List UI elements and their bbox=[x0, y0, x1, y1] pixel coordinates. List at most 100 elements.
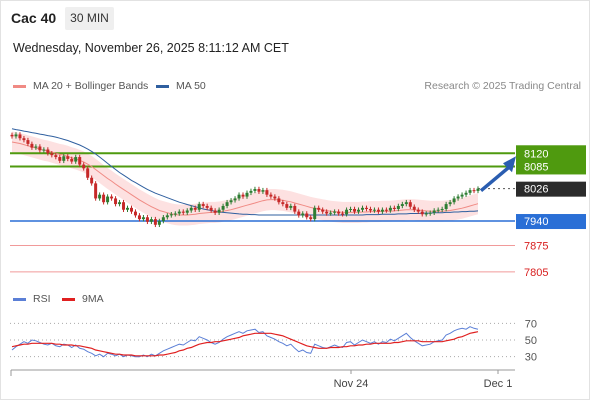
level-label-7875: 7875 bbox=[524, 240, 548, 252]
candle-body bbox=[372, 209, 376, 211]
candle-body bbox=[38, 146, 42, 151]
candle-body bbox=[122, 202, 126, 210]
candle-body bbox=[297, 211, 301, 216]
candle-body bbox=[424, 213, 428, 215]
bollinger-band bbox=[12, 131, 478, 226]
legend-9ma: 9MA bbox=[62, 293, 104, 305]
timeframe-badge[interactable]: 30 MIN bbox=[65, 7, 114, 30]
candle-body bbox=[309, 217, 313, 220]
candle-body bbox=[221, 205, 225, 210]
candle-body bbox=[460, 194, 464, 197]
candle-body bbox=[329, 212, 333, 214]
candle-body bbox=[293, 205, 297, 212]
candle-body bbox=[102, 194, 106, 203]
rsi-9ma-line bbox=[11, 331, 479, 357]
ma20-swatch bbox=[13, 84, 26, 88]
candle-body bbox=[253, 189, 257, 191]
candle-body bbox=[337, 211, 341, 214]
rsi-tick-30: 30 bbox=[525, 352, 537, 364]
legend-ma20: MA 20 + Bollinger Bands bbox=[13, 80, 148, 92]
pivot-box bbox=[516, 214, 586, 230]
candle-body bbox=[241, 194, 245, 197]
level-label-7805: 7805 bbox=[524, 267, 548, 279]
candle-body bbox=[317, 207, 321, 210]
candle-body bbox=[249, 190, 253, 193]
candle-body bbox=[380, 209, 384, 212]
candle-body bbox=[225, 202, 229, 206]
candle-body bbox=[118, 202, 122, 205]
candle-body bbox=[396, 205, 400, 209]
candle-body bbox=[376, 209, 380, 212]
candle-body bbox=[345, 209, 349, 215]
candle-body bbox=[233, 198, 237, 201]
ma20-line bbox=[11, 141, 479, 216]
candle-body bbox=[98, 194, 102, 199]
candle-body bbox=[169, 214, 173, 216]
candle-body bbox=[428, 212, 432, 214]
ma50-line bbox=[11, 128, 479, 216]
candle-body bbox=[325, 211, 329, 214]
candle-body bbox=[289, 205, 293, 208]
candle-body bbox=[392, 207, 396, 209]
candle-body bbox=[18, 134, 22, 139]
candle-body bbox=[237, 194, 241, 199]
legend-ma50: MA 50 bbox=[156, 80, 206, 92]
candle-body bbox=[349, 208, 353, 210]
x-tick-label: Nov 24 bbox=[334, 378, 369, 390]
candle-body bbox=[364, 207, 368, 209]
candle-body bbox=[161, 217, 165, 222]
candle-body bbox=[173, 213, 177, 215]
rsi-label: RSI bbox=[33, 293, 51, 305]
level-label-8026: 8026 bbox=[524, 184, 548, 196]
candle-body bbox=[412, 206, 416, 210]
projection-arrowhead bbox=[503, 156, 516, 173]
resistance-box bbox=[516, 145, 586, 175]
candle-body bbox=[193, 207, 197, 210]
rsi-line bbox=[11, 326, 479, 358]
candle-body bbox=[217, 209, 221, 213]
candle-body bbox=[305, 213, 309, 218]
candle-body bbox=[368, 208, 372, 211]
candle-body bbox=[46, 149, 50, 154]
candle-body bbox=[74, 157, 78, 162]
candle-body bbox=[229, 200, 233, 203]
candle-body bbox=[137, 215, 141, 220]
candle-body bbox=[432, 210, 436, 213]
level-label-8085: 8085 bbox=[524, 161, 548, 173]
candle-body bbox=[10, 134, 14, 137]
candle-body bbox=[416, 209, 420, 212]
candle-body bbox=[14, 134, 18, 137]
candle-body bbox=[165, 215, 169, 218]
candle-body bbox=[94, 183, 98, 199]
candle-body bbox=[177, 211, 181, 214]
projection-arrow bbox=[479, 165, 511, 192]
candle-body bbox=[201, 204, 205, 206]
candle-body bbox=[472, 190, 476, 192]
ma20-label: MA 20 + Bollinger Bands bbox=[33, 80, 149, 92]
candle-body bbox=[82, 164, 86, 169]
candle-body bbox=[145, 217, 149, 222]
candle-body bbox=[388, 207, 392, 211]
candle-body bbox=[436, 209, 440, 211]
rsi-swatch bbox=[13, 297, 26, 301]
last-price-box bbox=[516, 181, 586, 197]
candle-body bbox=[261, 190, 265, 192]
candle-body bbox=[149, 219, 153, 222]
level-label-8120: 8120 bbox=[524, 148, 548, 160]
candle-body bbox=[141, 217, 145, 220]
candle-body bbox=[468, 190, 472, 193]
level-label-7940: 7940 bbox=[524, 216, 548, 228]
x-tick-label: Dec 1 bbox=[484, 378, 513, 390]
candle-body bbox=[70, 158, 74, 162]
candle-body bbox=[34, 146, 38, 148]
candle-body bbox=[197, 204, 201, 210]
candle-body bbox=[42, 149, 46, 151]
candle-body bbox=[114, 198, 118, 205]
ma9-label: 9MA bbox=[82, 293, 104, 305]
candle-body bbox=[281, 202, 285, 205]
candle-body bbox=[321, 209, 325, 212]
candle-body bbox=[26, 140, 30, 144]
candle-body bbox=[58, 157, 62, 161]
candle-body bbox=[106, 196, 110, 203]
